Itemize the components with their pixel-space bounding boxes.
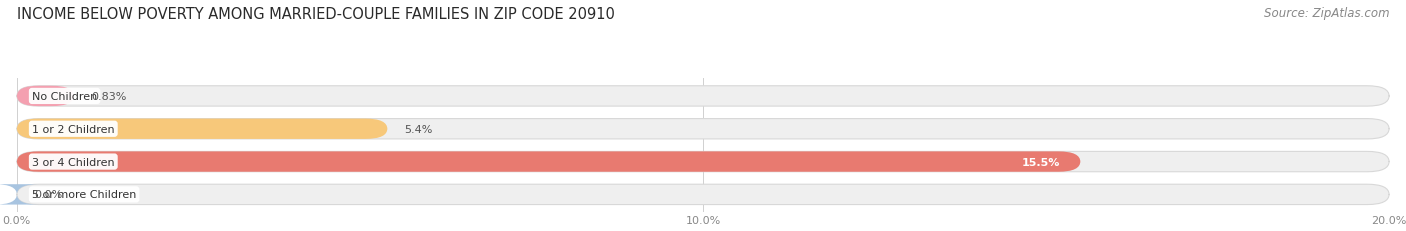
FancyBboxPatch shape [17,119,388,139]
Text: 0.83%: 0.83% [91,91,127,101]
Text: No Children: No Children [32,91,97,101]
FancyBboxPatch shape [17,152,1080,172]
Text: 5 or more Children: 5 or more Children [32,190,136,200]
Text: 5.4%: 5.4% [405,124,433,134]
FancyBboxPatch shape [17,184,1389,205]
Text: INCOME BELOW POVERTY AMONG MARRIED-COUPLE FAMILIES IN ZIP CODE 20910: INCOME BELOW POVERTY AMONG MARRIED-COUPL… [17,7,614,22]
FancyBboxPatch shape [17,119,1389,139]
Text: 15.5%: 15.5% [1021,157,1060,167]
FancyBboxPatch shape [17,86,75,107]
Text: Source: ZipAtlas.com: Source: ZipAtlas.com [1264,7,1389,20]
FancyBboxPatch shape [17,152,1389,172]
FancyBboxPatch shape [0,184,39,205]
Text: 1 or 2 Children: 1 or 2 Children [32,124,115,134]
Text: 0.0%: 0.0% [34,190,62,200]
Text: 3 or 4 Children: 3 or 4 Children [32,157,115,167]
FancyBboxPatch shape [17,86,1389,107]
